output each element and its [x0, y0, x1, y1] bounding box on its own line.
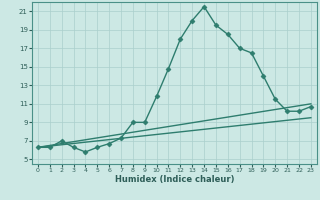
- X-axis label: Humidex (Indice chaleur): Humidex (Indice chaleur): [115, 175, 234, 184]
